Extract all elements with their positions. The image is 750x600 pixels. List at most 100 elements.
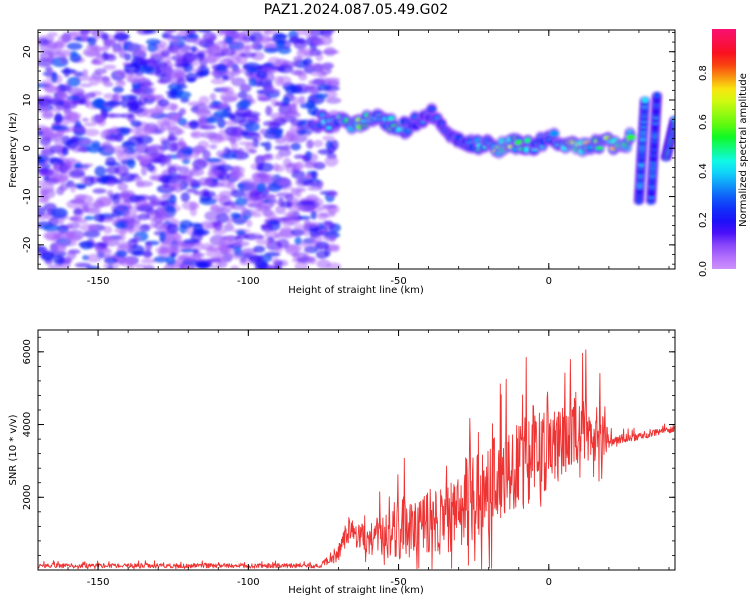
heatmap-cell [114,192,121,199]
heatmap-cell [281,201,293,208]
heatmap-cell [296,129,307,135]
heatmap-cell [158,79,170,85]
heatmap-cell [106,113,125,118]
heatmap-cell [261,223,274,233]
heatmap-cell [245,68,258,74]
heatmap-cell [309,62,325,70]
heatmap-cell [268,195,277,206]
heatmap-cell [88,76,100,86]
heatmap-cell [168,141,178,153]
snr-y-axis-label: SNR (10 * v/v) [8,414,19,485]
heatmap-cell [166,223,179,235]
heatmap-cell [224,36,234,44]
heatmap-cell [304,85,323,94]
heatmap-cell [144,80,152,88]
colorbar: 0.0 0.2 0.4 0.6 0.8 Normalized spectral ampl… [698,29,749,277]
x-tick-label: -150 [87,577,110,588]
heatmap-cell [149,198,157,208]
heatmap-cell [298,48,315,54]
heatmap-cell [226,149,241,154]
heatmap-cell [197,140,210,150]
heatmap-cell [282,157,292,169]
heatmap-cell [595,146,604,150]
heatmap-cell [197,30,212,33]
x-tick-label: -50 [390,276,406,287]
heatmap-cell [169,194,177,205]
heatmap-cell [98,213,116,219]
heatmap-cell [219,86,231,93]
heatmap-cell [318,35,333,46]
heatmap-cell [178,137,185,148]
heatmap-cell [249,191,265,201]
heatmap-cell [290,187,307,193]
heatmap-cell [62,163,73,174]
heatmap-cell [230,212,241,219]
heatmap-cell [114,164,129,176]
heatmap-cell [315,241,330,250]
heatmap-cell [281,220,295,227]
heatmap-cell [240,208,257,216]
heatmap-cell [256,70,268,79]
heatmap-cell [169,177,187,188]
heatmap-cell [42,224,60,232]
heatmap-cell [257,97,273,102]
heatmap-cell [236,233,249,240]
heatmap-cell [53,231,63,239]
heatmap-cell [148,107,164,115]
heatmap-cell [53,114,64,124]
heatmap-cell [61,146,69,156]
heatmap-cell [325,77,340,82]
heatmap-cell [39,168,48,176]
heatmap-cell [180,192,190,203]
heatmap-cell [143,30,157,34]
heatmap-cell [95,196,112,207]
heatmap-cell [206,258,222,263]
heatmap-cell [642,97,648,103]
heatmap-cell [146,95,163,100]
heatmap-cell [115,133,124,143]
spectrogram-frame [37,29,676,270]
heatmap-cell [264,30,278,35]
heatmap-cell [50,243,67,255]
heatmap-cell [221,74,229,81]
heatmap-cell [170,103,178,112]
heatmap-cell [235,197,248,206]
heatmap-cell [41,79,54,85]
heatmap-cell [106,180,116,187]
heatmap-cell [195,260,209,269]
heatmap-cell [38,206,46,217]
colorbar-tick-label: 0.8 [698,65,709,81]
heatmap-cell [239,178,258,185]
heatmap-cell [326,234,337,240]
heatmap-cell [38,97,52,107]
heatmap-cell [275,205,286,215]
heatmap-cell [53,40,64,52]
heatmap-cell [320,30,335,34]
heatmap-cell [321,49,340,55]
heatmap-cell [112,47,120,54]
heatmap-cell [208,104,219,110]
heatmap-cell [221,30,238,36]
heatmap-cell [291,96,300,106]
heatmap-cell [164,157,172,166]
heatmap-cell [274,233,282,239]
heatmap-cell [237,147,245,159]
heatmap-cell [274,164,285,173]
y-tick-label: 6000 [22,339,33,364]
heatmap-cell [427,107,436,111]
heatmap-cell [149,175,158,181]
heatmap-cell [282,96,290,106]
heatmap-cell [263,88,281,95]
heatmap-cell [549,130,560,137]
heatmap-cell [296,30,306,36]
heatmap-cell [84,215,94,221]
colorbar-tick-label: 0.2 [698,212,709,228]
heatmap-cell [307,181,324,187]
heatmap-cell [79,240,93,250]
heatmap-cell [204,246,221,251]
heatmap-cell [219,190,234,198]
heatmap-cell [81,32,89,42]
heatmap-cell [58,35,68,44]
heatmap-cell [192,37,206,46]
heatmap-cell [175,63,190,68]
